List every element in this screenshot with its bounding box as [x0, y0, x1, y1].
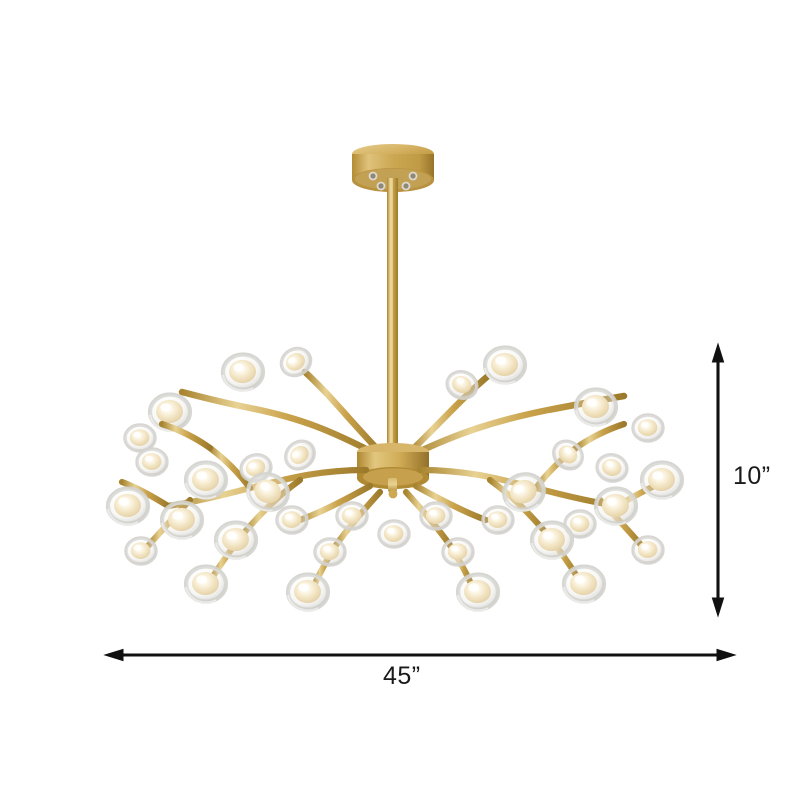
height-dimension-arrow	[711, 342, 725, 618]
drop-rod	[387, 178, 398, 450]
height-dimension-label: 10”	[733, 462, 771, 490]
center-hub	[357, 443, 429, 499]
width-dimension-arrow	[103, 648, 737, 662]
canopy-screws	[368, 171, 418, 191]
width-dimension-label: 45”	[383, 662, 421, 690]
branch-arms-back	[178, 368, 628, 459]
dimension-annotations	[103, 342, 737, 662]
